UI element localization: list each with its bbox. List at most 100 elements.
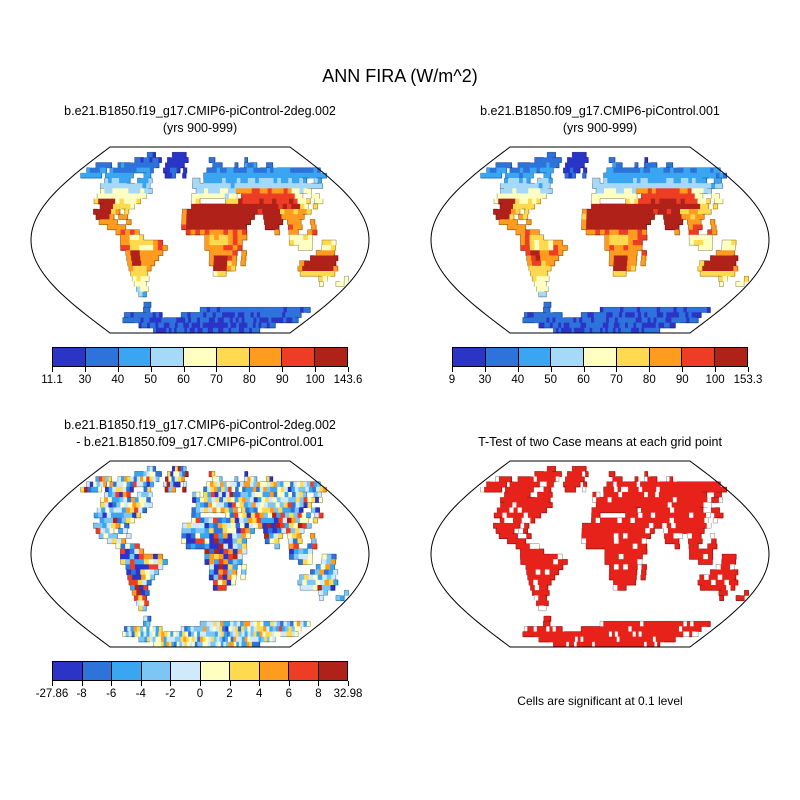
colorbar-segment bbox=[584, 348, 617, 366]
colorbar-segment bbox=[682, 348, 716, 366]
colorbar-tickmark bbox=[288, 681, 290, 686]
colorbar-tickmark bbox=[81, 681, 83, 686]
panel-case2-title: b.e21.B1850.f09_g17.CMIP6-piControl.001 … bbox=[480, 103, 720, 139]
colorbar-tick-label: 4 bbox=[255, 688, 263, 700]
colorbar-segment bbox=[249, 348, 283, 366]
colorbar-tickmark bbox=[52, 367, 53, 372]
colorbar-tick-label: 80 bbox=[242, 374, 256, 386]
colorbar-segment bbox=[85, 348, 119, 366]
colorbar-segment bbox=[485, 348, 519, 366]
colorbar-tick-label: 6 bbox=[285, 688, 292, 700]
panel-case2: b.e21.B1850.f09_g17.CMIP6-piControl.001 … bbox=[400, 103, 800, 393]
colorbar-segment bbox=[616, 348, 650, 366]
colorbar-tick-label: 40 bbox=[111, 374, 125, 386]
colorbar-tick-label: 40 bbox=[511, 374, 525, 386]
panel-difference-title-line2: - b.e21.B1850.f09_g17.CMIP6-piControl.00… bbox=[76, 434, 324, 449]
world-map-canvas-case1 bbox=[28, 144, 372, 336]
colorbar-tick-label: -27.86 bbox=[35, 688, 69, 700]
colorbar-tick-label: -2 bbox=[165, 688, 176, 700]
panel-case2-title-line1: b.e21.B1850.f09_g17.CMIP6-piControl.001 bbox=[480, 104, 720, 118]
colorbar-segment bbox=[53, 348, 86, 366]
colorbar-tickmark bbox=[318, 681, 320, 686]
colorbar-segment bbox=[289, 662, 319, 680]
colorbar-tickmark bbox=[550, 367, 552, 372]
figure-title: ANN FIRA (W/m^2) bbox=[322, 66, 478, 86]
colorbar-tick-label: 80 bbox=[642, 374, 656, 386]
ttest-significance-caption: Cells are significant at 0.1 level bbox=[517, 694, 683, 708]
colorbar-tick-label: 100 bbox=[705, 374, 725, 386]
colorbar-segment bbox=[518, 348, 552, 366]
colorbar-strip bbox=[452, 347, 748, 367]
colorbar-tickmark bbox=[183, 367, 185, 372]
colorbar-tick-label: 70 bbox=[210, 374, 223, 386]
colorbar-tick-label: 60 bbox=[577, 374, 590, 386]
colorbar-strip bbox=[52, 661, 348, 681]
colorbar-segment bbox=[82, 662, 112, 680]
colorbar-tick-label: 30 bbox=[78, 374, 92, 386]
colorbar-tick-label: 90 bbox=[675, 374, 689, 386]
colorbar-tick-label: 8 bbox=[315, 688, 322, 700]
colorbar-case2: 9 30 40 50 60 70 80 90 100 153.3 bbox=[448, 347, 762, 393]
panel-difference-title: b.e21.B1850.f19_g17.CMIP6-piControl-2deg… bbox=[64, 417, 336, 453]
colorbar-segment bbox=[53, 662, 83, 680]
colorbar-tick-label: 90 bbox=[275, 374, 289, 386]
panel-difference-title-line1: b.e21.B1850.f19_g17.CMIP6-piControl-2deg… bbox=[64, 418, 336, 432]
colorbar-tickmark bbox=[259, 681, 261, 686]
colorbar-tickmark bbox=[452, 367, 453, 372]
panel-ttest-title: T-Test of two Case means at each grid po… bbox=[478, 417, 722, 453]
world-map-canvas-ttest bbox=[428, 458, 772, 650]
colorbar-tick-label: 9 bbox=[448, 374, 456, 386]
colorbar-tickmark bbox=[682, 367, 684, 372]
colorbar-segment bbox=[230, 662, 260, 680]
colorbar-tickmark bbox=[583, 367, 585, 372]
colorbar-segment bbox=[184, 348, 217, 366]
world-map-canvas-difference bbox=[28, 458, 372, 650]
colorbar-tickmark bbox=[200, 681, 201, 686]
colorbar-tickmark bbox=[616, 367, 618, 372]
panel-case1-title-line1: b.e21.B1850.f19_g17.CMIP6-piControl-2deg… bbox=[64, 104, 336, 118]
colorbar-tickmark bbox=[111, 681, 113, 686]
colorbar-tickmark bbox=[170, 681, 172, 686]
colorbar-segment bbox=[649, 348, 683, 366]
colorbar-segment bbox=[315, 348, 348, 366]
colorbar-segment bbox=[112, 662, 142, 680]
colorbar-segment bbox=[200, 662, 230, 680]
colorbar-segment bbox=[141, 662, 171, 680]
colorbar-segment bbox=[216, 348, 250, 366]
colorbar-tick-label: 0 bbox=[196, 688, 204, 700]
colorbar-case1: 11.1 30 40 50 60 70 80 90 100 143.6 bbox=[41, 347, 362, 393]
world-map-canvas-case2 bbox=[428, 144, 772, 336]
panel-grid: b.e21.B1850.f19_g17.CMIP6-piControl-2deg… bbox=[0, 103, 800, 708]
colorbar-tick-label: -4 bbox=[135, 688, 146, 700]
colorbar-tickmark bbox=[315, 367, 317, 372]
colorbar-tick-label: 30 bbox=[478, 374, 492, 386]
colorbar-tick-label: 70 bbox=[610, 374, 623, 386]
colorbar-tick-label: 50 bbox=[144, 374, 158, 386]
panel-case1-title: b.e21.B1850.f19_g17.CMIP6-piControl-2deg… bbox=[64, 103, 336, 139]
colorbar-segment bbox=[318, 662, 347, 680]
colorbar-tickmark bbox=[229, 681, 231, 686]
colorbar-tickmark bbox=[249, 367, 251, 372]
colorbar-tick-label: 60 bbox=[177, 374, 190, 386]
colorbar-tickmark bbox=[517, 367, 519, 372]
colorbar-difference: -27.86 -8 -6 -4 -2 0 2 4 6 8 32.98 bbox=[36, 661, 362, 707]
colorbar-tickmark bbox=[117, 367, 119, 372]
colorbar-tickmark bbox=[649, 367, 651, 372]
colorbar-tick-label: 2 bbox=[226, 688, 233, 700]
colorbar-strip bbox=[52, 347, 348, 367]
panel-case1: b.e21.B1850.f19_g17.CMIP6-piControl-2deg… bbox=[0, 103, 400, 393]
colorbar-tick-label: -8 bbox=[76, 688, 87, 700]
colorbar-tick-label: 143.6 bbox=[333, 374, 363, 386]
colorbar-tickmark bbox=[84, 367, 86, 372]
colorbar-tickmark bbox=[150, 367, 152, 372]
colorbar-segment bbox=[551, 348, 585, 366]
panel-case1-title-line2: (yrs 900-999) bbox=[162, 120, 238, 135]
panel-ttest-title-line1: T-Test of two Case means at each grid po… bbox=[478, 435, 722, 449]
colorbar-tick-label: -6 bbox=[106, 688, 117, 700]
colorbar-tickmark bbox=[484, 367, 486, 372]
colorbar-tickmark bbox=[348, 681, 349, 686]
colorbar-tick-label: 50 bbox=[544, 374, 558, 386]
panel-case2-title-line2: (yrs 900-999) bbox=[562, 120, 638, 135]
colorbar-segment bbox=[259, 662, 289, 680]
